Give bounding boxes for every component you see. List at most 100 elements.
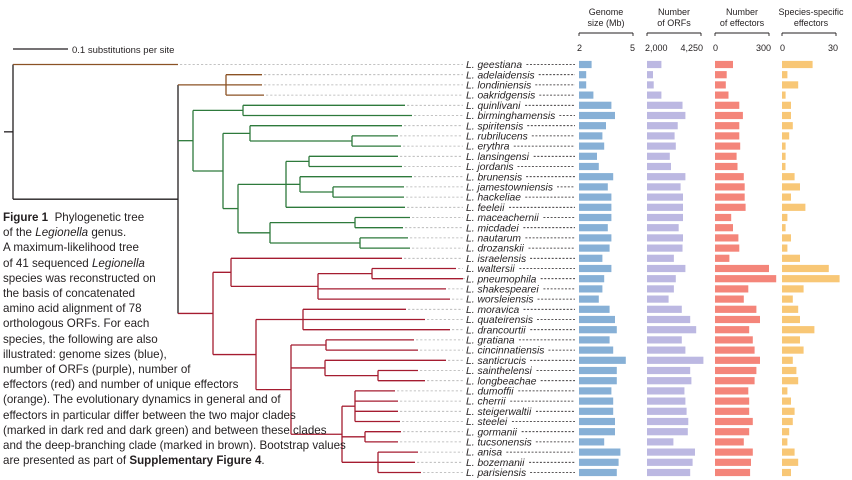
panel-title: of effectors [720, 18, 765, 28]
data-bar [782, 397, 791, 405]
data-bar [782, 285, 804, 293]
data-bar [782, 305, 799, 313]
data-bar [579, 193, 612, 201]
data-bar [715, 285, 749, 293]
data-bar [715, 224, 733, 232]
species-label: L. spiritensis [466, 121, 523, 132]
data-bar [579, 254, 603, 262]
leader-lines [180, 64, 575, 473]
data-bar [782, 122, 793, 130]
caption-line: A maximum-likelihood tree [3, 241, 139, 255]
data-bar [782, 213, 788, 222]
data-bar [579, 285, 603, 293]
data-bar [715, 264, 769, 273]
data-bar [647, 81, 654, 89]
data-bar [647, 111, 686, 120]
caption-line: orthologous ORFs. For each [3, 317, 150, 331]
data-bar [782, 111, 791, 120]
data-bar [579, 111, 615, 120]
data-bar [647, 417, 689, 426]
data-bar [715, 315, 760, 324]
data-bar [782, 162, 786, 171]
data-bar [715, 244, 740, 252]
species-label: L. gormanii [466, 427, 518, 438]
data-bar [579, 387, 612, 395]
data-bar [782, 244, 788, 252]
data-bar [647, 448, 695, 456]
species-label: L. longbeachae [466, 376, 537, 387]
data-bar [782, 336, 800, 344]
data-bar [715, 448, 753, 456]
tick-label: 2,000 [645, 43, 668, 53]
data-bar [647, 275, 676, 283]
data-bar [782, 377, 799, 385]
data-bar [579, 264, 612, 273]
data-bar [715, 213, 732, 222]
caption-line: genus. [91, 226, 127, 240]
species-label: L. drozanskii [466, 244, 525, 255]
data-bar [647, 315, 691, 324]
data-bar [715, 346, 755, 354]
panel-title: Species-specific [778, 7, 844, 17]
species-label: L. feeleii [466, 203, 505, 214]
data-bar [579, 101, 612, 109]
tick-label: 0 [780, 43, 785, 53]
caption-line: of 41 sequenced [3, 256, 89, 270]
species-label: L. drancourtii [466, 325, 526, 336]
data-bar [782, 81, 799, 89]
data-bar [782, 183, 800, 191]
data-bar [715, 71, 727, 79]
data-bar [579, 244, 610, 252]
data-bar [782, 193, 791, 201]
panel-title: size (Mb) [587, 18, 624, 28]
data-bar [782, 101, 791, 109]
species-label: L. anisa [466, 448, 502, 459]
data-bar [579, 346, 614, 354]
data-bar [647, 152, 670, 160]
tick-label: 30 [828, 43, 838, 53]
tick-label: 4,250 [680, 43, 703, 53]
data-bar [782, 60, 813, 69]
scale-bar-label: 0.1 substitutions per site [72, 45, 174, 56]
data-bar [647, 438, 674, 446]
data-bar [782, 407, 795, 415]
data-bar [647, 254, 674, 262]
data-bar [647, 407, 687, 415]
data-bar [647, 326, 697, 334]
data-bar [579, 295, 599, 303]
data-bar [715, 417, 753, 426]
data-bar [782, 417, 793, 426]
data-bar [647, 193, 683, 201]
data-bar [579, 142, 605, 150]
data-bar [647, 295, 669, 303]
species-label: L. geestiana [466, 60, 522, 71]
data-bar [715, 366, 757, 375]
caption-line: species was reconstructed on [3, 271, 156, 285]
data-bar [782, 428, 790, 436]
data-bar [782, 152, 786, 160]
panel-title: Genome [589, 7, 624, 17]
data-bar [579, 91, 594, 99]
data-bar [647, 366, 691, 375]
data-bar [579, 224, 608, 232]
data-bar [579, 438, 605, 446]
data-bar [782, 315, 800, 324]
species-label: L. pneumophila [466, 274, 537, 285]
species-label: L. jordanis [466, 162, 514, 173]
data-bar [579, 60, 592, 69]
species-label: L. waltersii [466, 264, 515, 275]
species-label: L. maceachernii [466, 213, 539, 224]
data-bar [647, 101, 683, 109]
data-bar [579, 315, 615, 324]
species-label: L. santicrucis [466, 356, 526, 367]
data-bar [579, 122, 606, 130]
species-label: L. shakespearei [466, 285, 539, 296]
data-bar [715, 234, 739, 242]
caption-line: species, the following are also [3, 332, 158, 346]
data-bar [782, 387, 788, 395]
